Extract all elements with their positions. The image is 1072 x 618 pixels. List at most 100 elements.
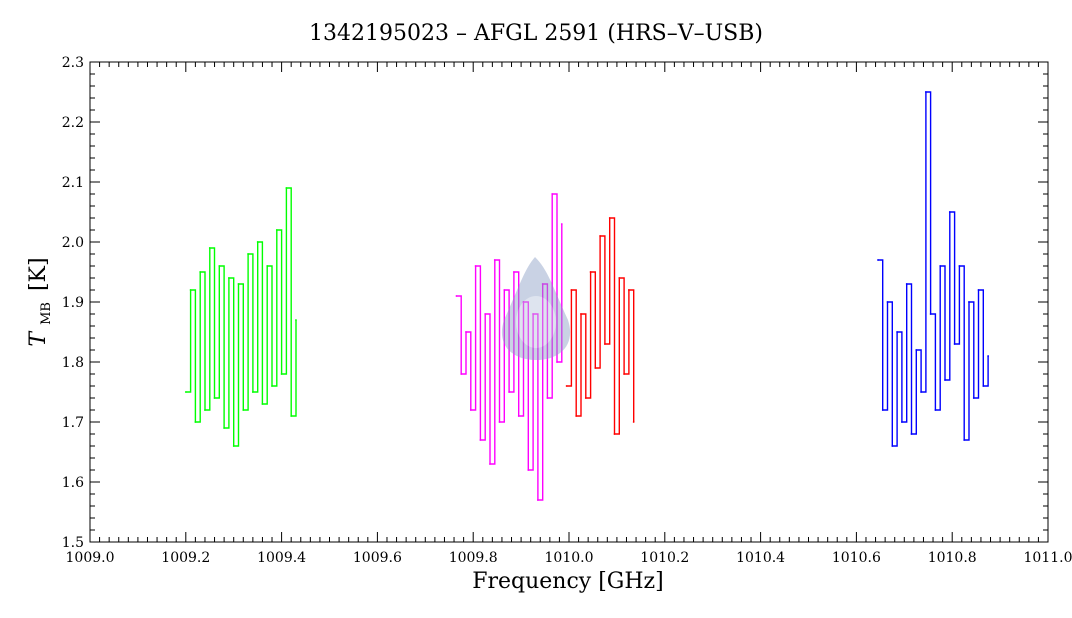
series-2-point (536, 499, 539, 501)
y-axis-label-sub: MB (39, 302, 54, 325)
series-4-point (886, 301, 889, 303)
y-tick-label: 2.2 (62, 115, 84, 131)
series-4-point (958, 265, 961, 267)
series-2-point (560, 223, 563, 225)
y-tick-label: 1.8 (62, 355, 84, 371)
series-1-point (295, 319, 297, 321)
x-tick-label: 1010.6 (832, 550, 881, 566)
series-2-point (513, 271, 515, 273)
series-3-point (618, 277, 621, 279)
y-tick-label: 1.7 (62, 415, 84, 431)
series-1-point (189, 289, 192, 291)
series-1-point (275, 229, 278, 231)
series-3-point (580, 313, 582, 315)
x-tick-label: 1011.0 (1024, 550, 1072, 566)
series-2-point (493, 259, 496, 261)
series-2-point (508, 391, 511, 393)
series-3-point (599, 235, 602, 237)
series-4-point (934, 409, 937, 411)
series-4-point (977, 289, 980, 291)
series-2-point (484, 313, 487, 315)
series-4-point (939, 265, 942, 267)
series-4-point (987, 355, 990, 357)
series-1-point (228, 277, 230, 279)
x-tick-label: 1010.8 (928, 550, 977, 566)
x-tick-label: 1009.8 (449, 550, 498, 566)
series-1-point (184, 391, 187, 393)
x-axis-label: Frequency [GHz] (472, 569, 664, 594)
series-1-point (285, 187, 288, 189)
x-tick-label: 1009.4 (257, 550, 306, 566)
y-tick-label: 2.1 (62, 175, 84, 191)
series-2-point (489, 463, 491, 465)
series-1-point (204, 409, 206, 411)
series-line-3 (566, 217, 635, 435)
series-line-1 (185, 187, 297, 447)
series-1-point (208, 247, 211, 249)
series-2-point (527, 469, 530, 471)
y-axis-label-unit: [K] (26, 257, 51, 291)
series-2-point (541, 283, 544, 285)
y-tick-label: 2.3 (62, 55, 84, 71)
series-4-point (896, 331, 899, 333)
series-3-point (613, 433, 616, 435)
series-2-point (455, 295, 458, 297)
series-4-point (972, 397, 975, 399)
series-line-4 (878, 91, 989, 447)
series-4-point (877, 259, 879, 261)
series-1-point (247, 253, 249, 255)
series-2-point (556, 361, 558, 363)
series-1-point (237, 283, 240, 285)
series-4-point (910, 433, 913, 435)
series-1-point (261, 403, 264, 405)
series-4-point (948, 211, 951, 213)
series-3-point (589, 271, 592, 273)
x-tick-label: 1009.2 (161, 550, 210, 566)
series-4-point (982, 385, 985, 387)
series-2-point (498, 421, 501, 423)
watermark-logo (501, 257, 571, 360)
series-4-point (924, 91, 927, 93)
series-3-point (632, 421, 635, 423)
chart-title: 1342195023 – AFGL 2591 (HRS–V–USB) (309, 21, 763, 46)
series-1-point (251, 391, 254, 393)
series-1-point (199, 271, 202, 273)
series-1-point (271, 385, 273, 387)
series-3-point (627, 289, 630, 291)
series-3-point (575, 415, 578, 417)
series-layer (184, 91, 990, 501)
x-tick-label: 1009.0 (66, 550, 115, 566)
series-4-point (929, 313, 932, 315)
series-1-point (280, 373, 283, 375)
series-3-point (623, 373, 625, 375)
series-1-point (266, 265, 269, 267)
y-tick-label: 2.0 (62, 235, 84, 251)
series-3-point (570, 289, 573, 291)
svg-text:T MB [K]: T MB [K] (26, 257, 56, 346)
series-4-point (901, 421, 903, 423)
series-2-point (522, 301, 525, 303)
series-2-point (546, 397, 549, 399)
series-3-point (565, 385, 568, 387)
series-4-point (920, 391, 922, 393)
plot-frame (89, 61, 1049, 543)
series-1-point (232, 445, 235, 447)
series-1-point (256, 241, 259, 243)
y-tick-label: 1.9 (62, 295, 84, 311)
x-tick-label: 1010.4 (736, 550, 785, 566)
series-1-point (213, 397, 216, 399)
y-tick-label: 1.5 (62, 535, 84, 551)
y-tick-label: 1.6 (62, 475, 84, 491)
series-3-point (594, 367, 597, 369)
series-3-point (604, 343, 606, 345)
series-2-point (479, 439, 482, 441)
x-tick-label: 1009.6 (353, 550, 402, 566)
series-4-point (953, 343, 956, 345)
series-2-point (517, 415, 520, 417)
series-4-point (891, 445, 894, 447)
series-1-point (290, 415, 293, 417)
series-4-point (968, 301, 970, 303)
axes-layer: 1009.0 1009.2 1009.4 1009.6 1009.8 1010.0 1010… (62, 55, 1072, 566)
series-2-point (460, 373, 463, 375)
